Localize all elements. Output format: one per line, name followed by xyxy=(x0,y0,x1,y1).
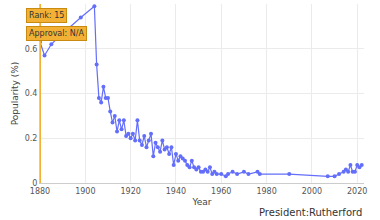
svg-text:0.6: 0.6 xyxy=(25,45,38,54)
svg-text:0.4: 0.4 xyxy=(25,89,38,98)
svg-text:Rank: 15: Rank: 15 xyxy=(29,11,64,20)
svg-text:1900: 1900 xyxy=(75,187,95,196)
svg-text:0: 0 xyxy=(32,179,37,188)
svg-text:1960: 1960 xyxy=(211,187,231,196)
svg-text:1920: 1920 xyxy=(120,187,140,196)
svg-text:Popularity (%): Popularity (%) xyxy=(10,62,20,126)
svg-text:2020: 2020 xyxy=(347,187,367,196)
svg-text:Approval: N/A: Approval: N/A xyxy=(29,29,84,38)
svg-text:President:Rutherford: President:Rutherford xyxy=(259,207,362,218)
svg-text:0.2: 0.2 xyxy=(25,134,38,143)
svg-text:2000: 2000 xyxy=(302,187,322,196)
svg-text:1940: 1940 xyxy=(166,187,186,196)
svg-text:1880: 1880 xyxy=(30,187,50,196)
svg-text:1980: 1980 xyxy=(256,187,276,196)
svg-text:Year: Year xyxy=(191,197,211,207)
